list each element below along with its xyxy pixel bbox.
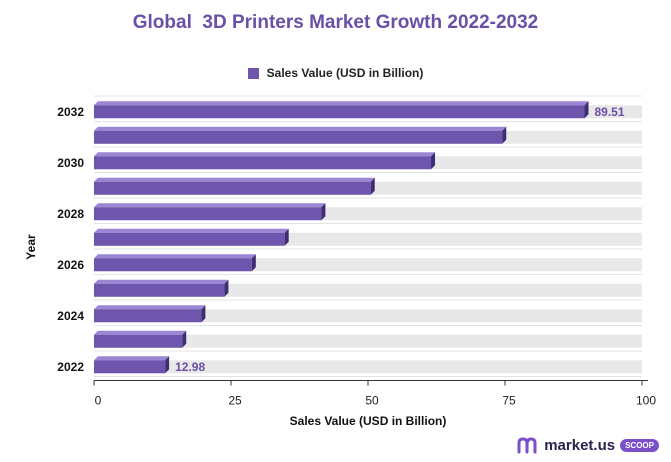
bar bbox=[94, 283, 225, 297]
x-tick-label: 25 bbox=[228, 394, 242, 408]
bar-side-face bbox=[370, 177, 375, 195]
x-tick-label: 50 bbox=[365, 394, 379, 408]
bar-top-face bbox=[94, 356, 170, 361]
brand-badge: SCOOP bbox=[620, 438, 659, 452]
legend-label: Sales Value (USD in Billion) bbox=[266, 66, 424, 80]
y-tick-label: 2030 bbox=[57, 156, 84, 170]
bar-side-face bbox=[224, 279, 229, 297]
x-tick-label: 75 bbox=[502, 394, 516, 408]
bar bbox=[94, 360, 166, 374]
bar-top-face bbox=[94, 254, 256, 259]
legend-swatch bbox=[247, 67, 259, 79]
y-tick-label: 2022 bbox=[57, 360, 84, 374]
bar-top-face bbox=[94, 203, 326, 208]
bar-top-face bbox=[94, 279, 229, 284]
bar-top-face bbox=[94, 126, 507, 131]
bar-side-face bbox=[182, 330, 187, 348]
y-axis-label: Year bbox=[24, 234, 38, 260]
bar-side-face bbox=[165, 356, 170, 374]
bar-side-face bbox=[584, 101, 589, 119]
bar-track bbox=[94, 283, 642, 297]
bar-side-face bbox=[321, 203, 326, 221]
bar-track bbox=[94, 309, 642, 323]
bar-top-face bbox=[94, 305, 206, 310]
x-tick-label: 100 bbox=[636, 394, 656, 408]
x-tick-label: 0 bbox=[95, 394, 102, 408]
legend: Sales Value (USD in Billion) bbox=[0, 66, 671, 80]
bar-top-face bbox=[94, 330, 187, 335]
data-label: 89.51 bbox=[595, 105, 625, 119]
bar-top-face bbox=[94, 152, 436, 157]
bar bbox=[94, 334, 183, 348]
bar-side-face bbox=[431, 152, 436, 170]
bar bbox=[94, 309, 202, 323]
y-tick-label: 2024 bbox=[57, 309, 84, 323]
bar-side-face bbox=[251, 254, 256, 272]
bar-top-face bbox=[94, 101, 589, 106]
bar bbox=[94, 181, 371, 195]
bar bbox=[94, 130, 503, 144]
bar-track bbox=[94, 334, 642, 348]
bar bbox=[94, 258, 252, 272]
y-tick-label: 2026 bbox=[57, 258, 84, 272]
y-tick-label: 2028 bbox=[57, 207, 84, 221]
bar bbox=[94, 105, 585, 119]
y-tick-label: 2032 bbox=[57, 105, 84, 119]
bar-top-face bbox=[94, 177, 375, 182]
chart-title: Global 3D Printers Market Growth 2022-20… bbox=[132, 12, 539, 33]
brand-watermark: market.us SCOOP bbox=[517, 436, 659, 454]
bar-track bbox=[94, 360, 642, 374]
market-us-logo-icon bbox=[517, 437, 537, 454]
data-label: 12.98 bbox=[175, 360, 205, 374]
bar-side-face bbox=[502, 126, 507, 144]
bar-side-face bbox=[284, 228, 289, 246]
bar bbox=[94, 207, 322, 221]
bar bbox=[94, 232, 285, 246]
bar-side-face bbox=[201, 305, 206, 323]
bar bbox=[94, 156, 432, 170]
x-axis-label: Sales Value (USD in Billion) bbox=[289, 414, 447, 428]
brand-name: market.us bbox=[544, 436, 616, 454]
bar-top-face bbox=[94, 228, 289, 233]
